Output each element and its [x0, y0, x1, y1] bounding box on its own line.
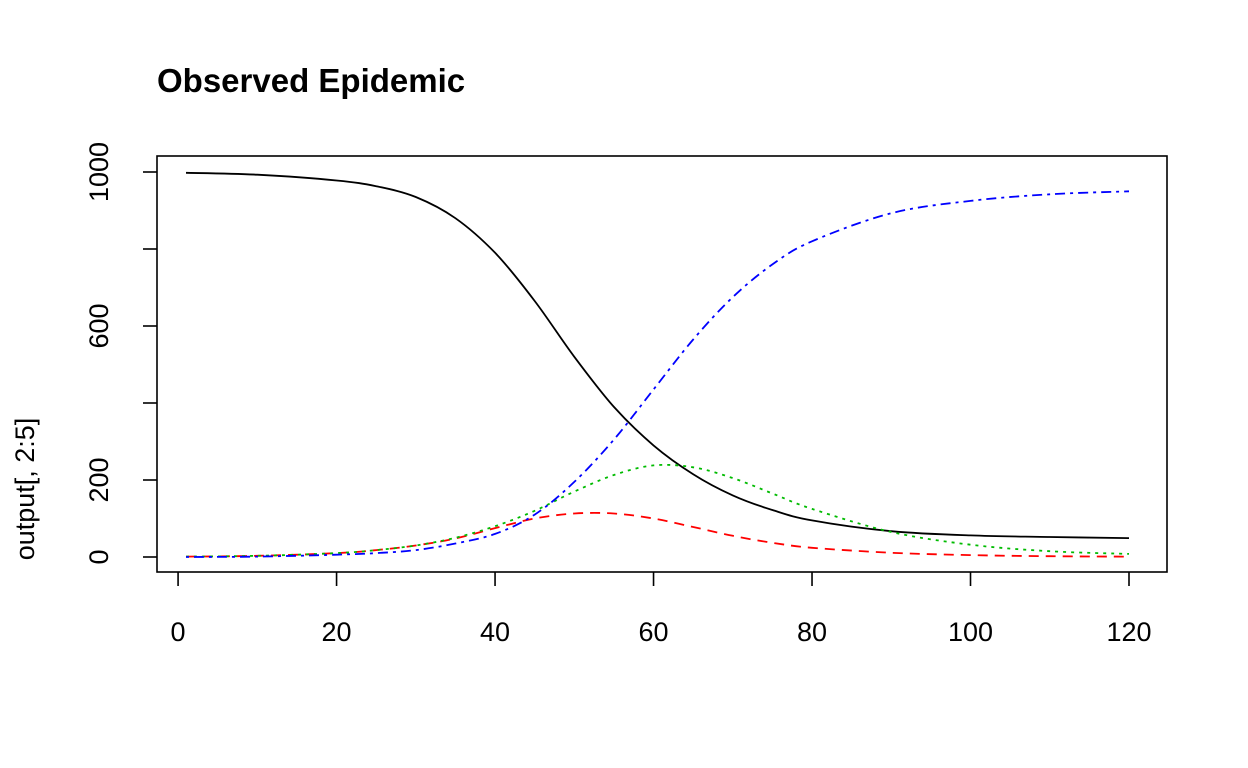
series-line-2: [185, 512, 1130, 558]
x-axis: 0 20 40 60 80 100 120: [171, 572, 1152, 647]
series-layer: [185, 171, 1130, 558]
x-tick-label: 120: [1106, 617, 1151, 647]
x-tick-label: 80: [797, 617, 827, 647]
y-axis: 0 200 600 1000: [84, 142, 157, 565]
x-tick-label: 20: [322, 617, 352, 647]
y-tick-label: 0: [84, 549, 114, 564]
x-tick-label: 40: [480, 617, 510, 647]
chart-title: Observed Epidemic: [157, 62, 465, 99]
x-tick-label: 0: [171, 617, 186, 647]
y-tick-label: 600: [84, 303, 114, 348]
series-line-4: [185, 190, 1130, 558]
x-tick-label: 60: [639, 617, 669, 647]
y-axis-label: output[, 2:5]: [10, 418, 40, 561]
series-line-3: [185, 463, 1130, 558]
y-tick-label: 1000: [84, 142, 114, 202]
plot-frame: [156, 155, 1168, 573]
y-tick-label: 200: [84, 457, 114, 502]
series-line-1: [185, 171, 1130, 539]
x-tick-label: 100: [948, 617, 993, 647]
